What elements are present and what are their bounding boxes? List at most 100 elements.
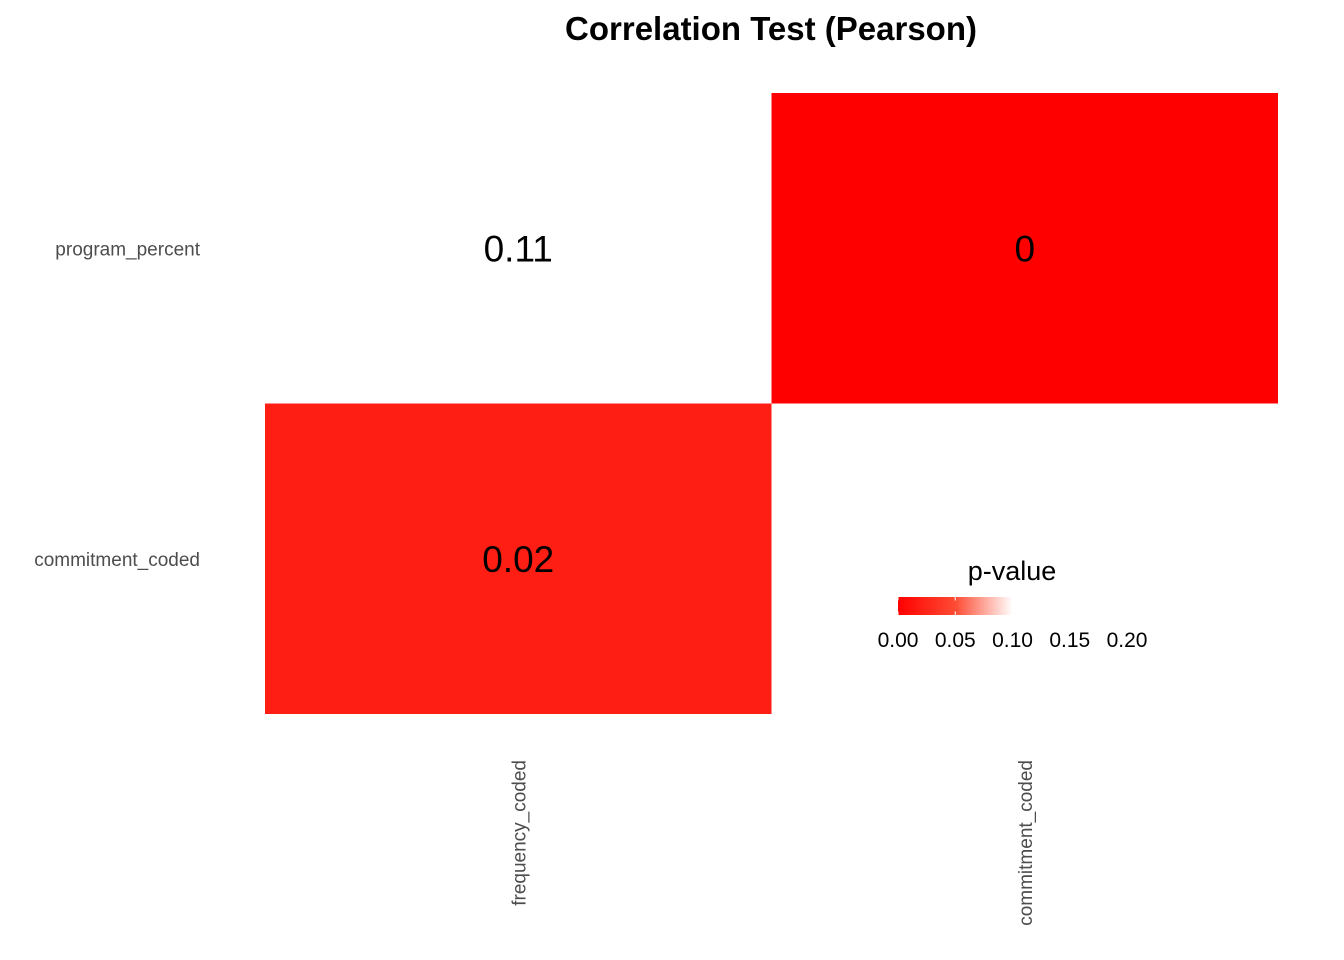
legend-gradient-segment <box>959 597 962 615</box>
legend-gradient-segment <box>962 597 966 615</box>
legend-gradient-segment <box>911 597 914 615</box>
legend-gradient-segment <box>1086 597 1090 615</box>
legend-colorbar <box>897 597 1128 615</box>
legend-gradient-segment <box>1010 597 1014 615</box>
legend-gradient-segment <box>966 597 970 615</box>
legend-title: p-value <box>968 556 1057 586</box>
legend-gradient-segment <box>978 597 981 615</box>
legend-gradient-segment <box>1056 597 1059 615</box>
legend-gradient-segment <box>1079 597 1082 615</box>
legend-gradient-segment <box>960 597 964 615</box>
legend-gradient-segment <box>1083 597 1086 615</box>
legend-gradient-segment <box>1037 597 1040 615</box>
legend-gradient-segment <box>1039 597 1042 615</box>
legend-gradient-segment <box>945 597 949 615</box>
legend-gradient-segment <box>1113 597 1117 615</box>
legend-gradient-segment <box>903 597 907 615</box>
legend-gradient-segment <box>972 597 975 615</box>
legend-gradient-segment <box>1043 597 1046 615</box>
legend-gradient-segment <box>1073 597 1077 615</box>
legend-gradient-segment <box>1050 597 1054 615</box>
legend-gradient-segment <box>949 597 953 615</box>
cell-value-label: 0 <box>1014 228 1035 269</box>
legend-gradient-segment <box>947 597 951 615</box>
legend-gradient-segment <box>1065 597 1069 615</box>
legend-gradient-segment <box>913 597 916 615</box>
legend-gradient-segment <box>924 597 928 615</box>
legend-gradient-segment <box>928 597 932 615</box>
legend-gradient-segment <box>1058 597 1061 615</box>
legend-gradient-segment <box>985 597 989 615</box>
cell-value-label: 0.11 <box>484 228 553 269</box>
legend-gradient-segment <box>938 597 941 615</box>
legend-gradient-segment <box>1107 597 1111 615</box>
legend-gradient-segment <box>1092 597 1096 615</box>
legend-gradient-segment <box>1075 597 1078 615</box>
legend-gradient-segment <box>1006 597 1010 615</box>
legend-gradient-segment <box>1012 597 1016 615</box>
x-tick-label: commitment_coded <box>1016 760 1037 926</box>
legend-gradient-segment <box>918 597 922 615</box>
legend-gradient-segment <box>1115 597 1119 615</box>
legend-gradient-segment <box>981 597 985 615</box>
legend-gradient-segment <box>1125 597 1128 615</box>
legend-gradient-segment <box>1014 597 1017 615</box>
legend-gradient-segment <box>1008 597 1012 615</box>
legend-gradient-segment <box>1048 597 1052 615</box>
legend-gradient-segment <box>939 597 943 615</box>
legend-gradient-segment <box>922 597 926 615</box>
legend-gradient-segment <box>909 597 912 615</box>
legend-gradient-segment <box>1117 597 1120 615</box>
legend-gradient-segment <box>1046 597 1050 615</box>
legend-gradient-segment <box>917 597 920 615</box>
legend-tick-labels: 0.00 0.05 0.10 0.15 0.20 <box>878 629 1148 652</box>
legend-gradient-segment <box>951 597 954 615</box>
heatmap-cell <box>265 403 772 714</box>
legend-gradient-segment <box>898 597 901 615</box>
legend-gradient-segment <box>1035 597 1038 615</box>
legend-gradient-segment <box>1064 597 1067 615</box>
legend-gradient-segment <box>964 597 968 615</box>
legend-gradient-segment <box>1121 597 1124 615</box>
legend-gradient-segment <box>1123 597 1126 615</box>
legend-gradient-segment <box>1071 597 1075 615</box>
legend-gradient-segment <box>1067 597 1071 615</box>
legend-gradient-segment <box>987 597 991 615</box>
legend-gradient-segment <box>983 597 987 615</box>
legend-gradient-segment <box>997 597 1000 615</box>
legend-gradient-segment <box>1098 597 1101 615</box>
legend-gradient-segment <box>1119 597 1122 615</box>
legend-gradient-segment <box>957 597 960 615</box>
legend-gradient-segment <box>980 597 983 615</box>
y-tick-label: program_percent <box>55 239 200 260</box>
legend-gradient-segment <box>1033 597 1036 615</box>
heatmap-cells: 0.11 0 0.02 <box>265 93 1278 714</box>
legend-gradient-segment <box>1094 597 1098 615</box>
legend-gradient-segment <box>1069 597 1073 615</box>
legend-gradient-segment <box>1104 597 1107 615</box>
legend-gradient-segment <box>991 597 995 615</box>
legend-gradient-segment <box>976 597 979 615</box>
legend-gradient-segment <box>926 597 930 615</box>
legend-gradient-segment <box>943 597 947 615</box>
legend-gradient-segment <box>970 597 974 615</box>
legend-gradient-segment <box>1029 597 1033 615</box>
legend-gradient-segment <box>1052 597 1056 615</box>
cell-value-label: 0.02 <box>482 539 554 580</box>
legend-gradient-segment <box>1081 597 1084 615</box>
legend-gradient-segment <box>936 597 939 615</box>
legend-gradient-segment <box>989 597 993 615</box>
legend-gradient-segment <box>995 597 998 615</box>
legend-gradient-segment <box>1022 597 1025 615</box>
legend-gradient-segment <box>1020 597 1023 615</box>
legend-gradient-segment <box>993 597 996 615</box>
legend-gradient-segment <box>1111 597 1115 615</box>
legend-gradient-segment <box>1090 597 1094 615</box>
legend-gradient-segment <box>1062 597 1065 615</box>
legend-gradient-segment <box>1041 597 1044 615</box>
y-axis-tick-labels: program_percent commitment_coded <box>34 239 201 571</box>
legend-gradient-segment <box>1096 597 1099 615</box>
legend-gradient-segment <box>1031 597 1035 615</box>
legend-gradient-segment <box>905 597 909 615</box>
